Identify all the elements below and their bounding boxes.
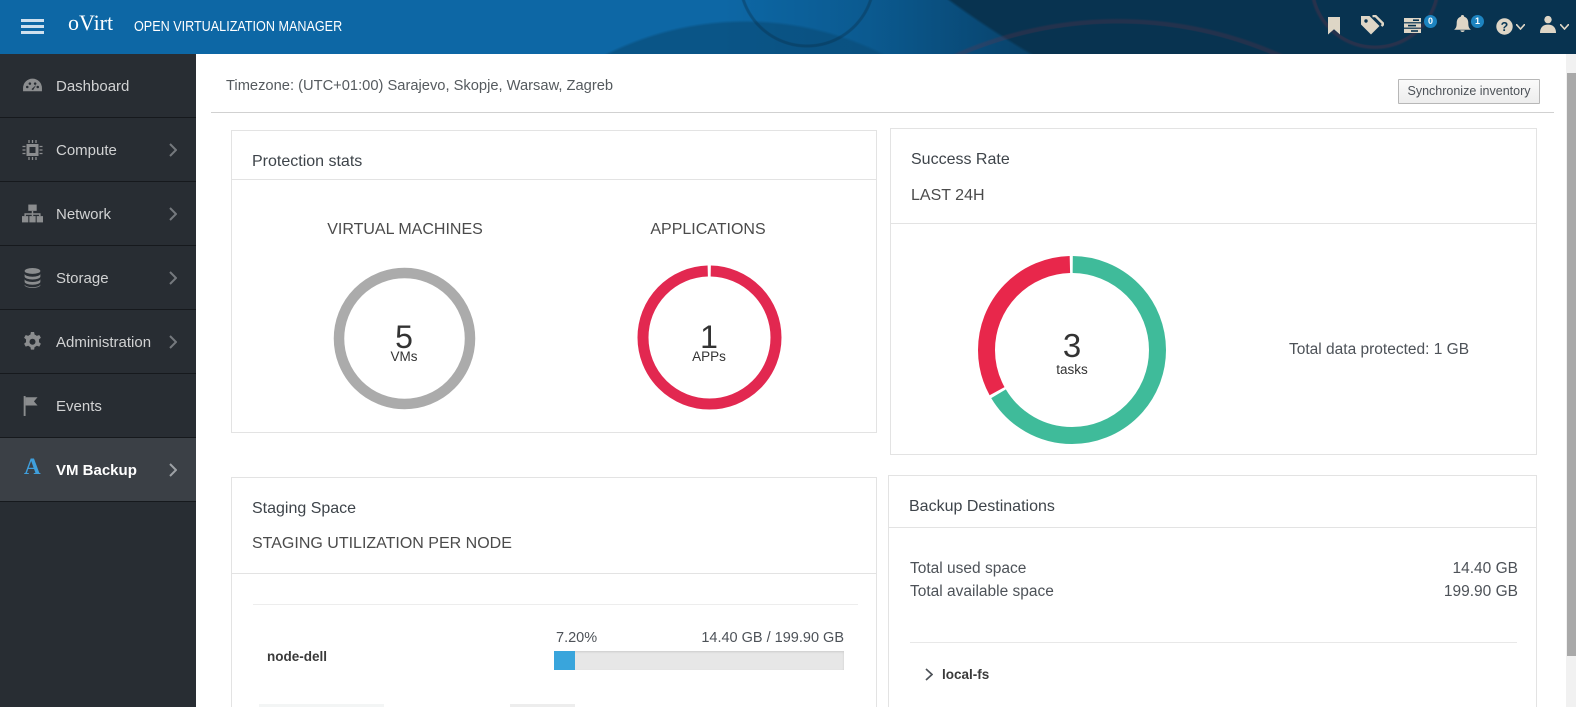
svg-text:?: ? bbox=[1501, 20, 1509, 34]
